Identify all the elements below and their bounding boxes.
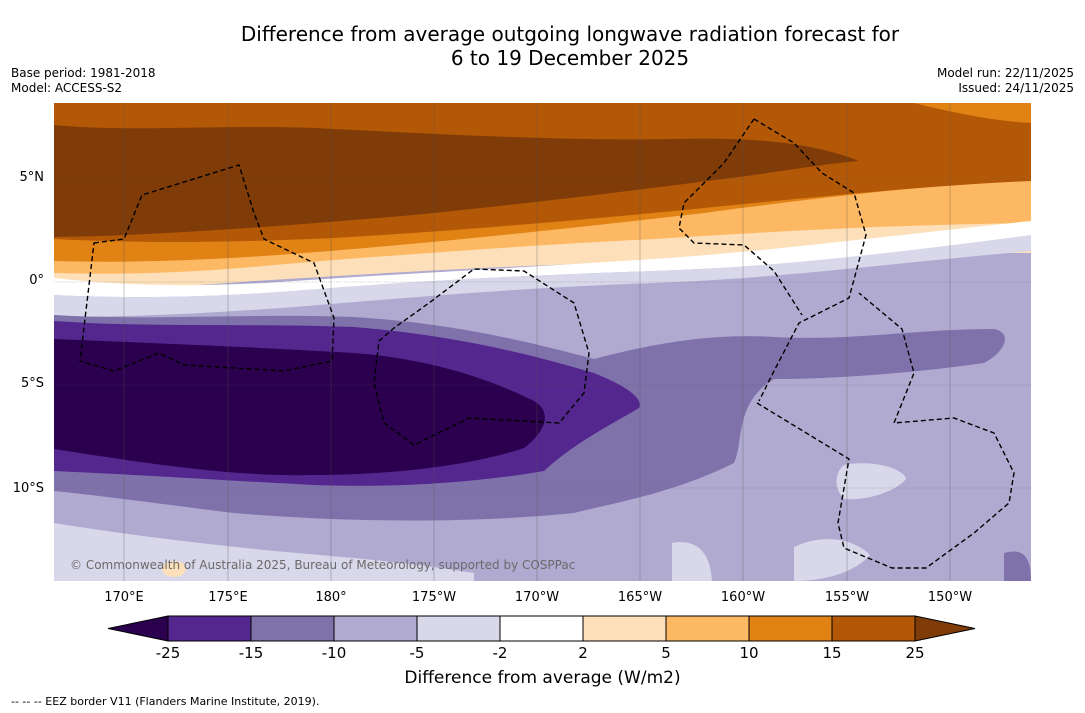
colorbar-swatch-m15 [251,616,334,641]
colorbar-swatch-p10 [749,616,832,641]
cb-tick-p5: 5 [646,644,686,662]
lon-label-165w: 165°W [610,590,670,605]
lon-label-155w: 155°W [817,590,877,605]
issued-date: Issued: 24/11/2025 [937,81,1074,96]
colorbar-swatch-m10 [334,616,417,641]
model-name: Model: ACCESS-S2 [11,81,156,96]
base-period: Base period: 1981-2018 [11,66,156,81]
olr-anomaly-map [54,103,1031,581]
colorbar-extend-high [915,616,975,641]
cb-tick-p25: 25 [895,644,935,662]
lon-label-170w: 170°W [507,590,567,605]
meta-right: Model run: 22/11/2025 Issued: 24/11/2025 [937,66,1074,96]
lat-label-5n: 5°N [4,170,44,185]
colorbar-swatch-neutral [500,616,583,641]
colorbar-extend-low [108,616,168,641]
chart-title: Difference from average outgoing longwav… [0,22,1085,70]
lon-label-180: 180° [301,590,361,605]
meta-left: Base period: 1981-2018 Model: ACCESS-S2 [11,66,156,96]
cb-tick-m25: -25 [148,644,188,662]
colorbar-swatch-p2 [583,616,666,641]
map-svg [54,103,1031,581]
lat-label-eq: 0° [4,273,44,288]
cb-tick-m5: -5 [397,644,437,662]
lon-label-160w: 160°W [713,590,773,605]
cb-tick-p10: 10 [729,644,769,662]
cb-tick-m10: -10 [314,644,354,662]
colorbar-swatch-p5 [666,616,749,641]
lon-label-175e: 175°E [198,590,258,605]
cb-tick-p15: 15 [812,644,852,662]
lon-label-150w: 150°W [920,590,980,605]
lat-label-5s: 5°S [4,376,44,391]
cb-tick-p2: 2 [563,644,603,662]
model-run: Model run: 22/11/2025 [937,66,1074,81]
colorbar [108,615,978,647]
lon-label-170e: 170°E [94,590,154,605]
lon-label-175w: 175°W [404,590,464,605]
cb-tick-m2: -2 [480,644,520,662]
title-line-1: Difference from average outgoing longwav… [0,22,1085,46]
map-credit: © Commonwealth of Australia 2025, Bureau… [70,558,575,572]
colorbar-title: Difference from average (W/m2) [0,668,1085,688]
lat-label-10s: 10°S [4,481,44,496]
colorbar-swatch-m25 [168,616,251,641]
title-line-2: 6 to 19 December 2025 [0,46,1085,70]
colorbar-swatch-p15 [832,616,915,641]
colorbar-swatch-m5 [417,616,500,641]
eez-footnote: -- -- -- EEZ border V11 (Flanders Marine… [11,695,319,708]
cb-tick-m15: -15 [231,644,271,662]
colorbar-svg [108,615,978,643]
